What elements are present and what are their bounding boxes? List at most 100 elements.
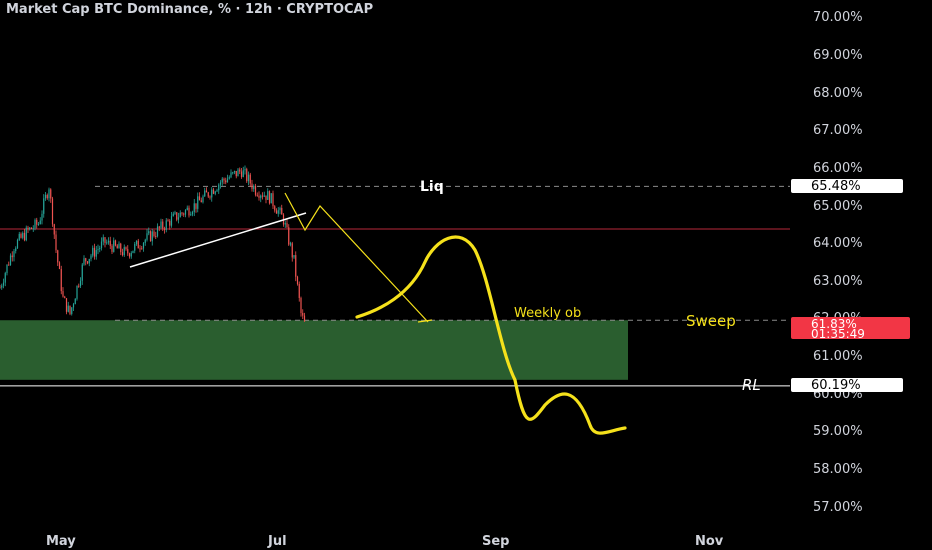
candle [174,210,176,215]
candle [11,251,13,262]
candle-body [58,262,61,270]
candle [95,245,97,260]
candle [30,227,33,230]
candle-body [34,219,36,229]
candle-body [249,174,251,184]
candle-body [268,191,271,204]
time-axis[interactable]: May Jul Sep Nov [46,534,724,549]
candle-body [48,189,50,199]
candle-body [18,233,20,240]
current-price-countdown: 01:35:49 [811,327,865,341]
candle [134,241,136,254]
candle-body [88,258,90,264]
candle-body [90,255,92,259]
y-tick: 61.00% [813,349,863,364]
candle [288,224,290,246]
candle-body [218,184,220,191]
candle [22,231,24,240]
candle [293,255,295,259]
candle [247,171,250,186]
candle [100,237,103,251]
candle-body [51,198,54,225]
candle [303,312,306,322]
weekly-ob-rect [0,320,628,380]
candle [121,248,124,257]
candle [78,283,80,288]
candle [256,192,258,197]
candle-body [232,172,234,174]
candle-body [251,183,253,190]
candle [228,175,230,180]
candle-body [267,191,269,200]
candle-body [184,210,187,215]
candle-body [155,235,157,237]
candle-body [111,245,113,252]
x-tick: Jul [267,534,287,549]
candle [268,190,271,205]
candle [142,241,145,252]
candle [46,193,48,200]
candle-body [242,170,244,177]
level-lines [0,185,790,387]
candle-body [25,227,27,241]
candle-body [279,207,281,211]
price-axis[interactable]: 70.00% 69.00% 68.00% 67.00% 66.00% 65.00… [813,10,863,515]
candle-body [156,226,159,237]
candle-body [207,192,209,197]
candle-body [127,249,129,254]
candle-body [62,291,64,297]
candle-body [67,305,69,312]
candle-body [198,196,201,201]
candle [51,196,54,227]
candle-body [284,223,286,225]
candle [128,252,131,259]
candle-body [228,177,230,179]
candle [212,187,215,195]
candle-body [286,223,288,228]
candle [149,230,152,242]
candle-body [69,305,71,314]
candle-body [246,169,248,182]
candle-body [50,189,52,199]
candle-body [172,213,174,217]
candle [123,244,125,257]
candle-body [99,248,101,250]
candle [92,245,94,258]
y-tick: 58.00% [813,462,863,477]
candle [41,210,43,225]
candle-body [277,210,279,214]
candle [191,210,194,217]
candle [197,192,199,213]
candle-body [44,194,47,199]
candle [267,188,269,200]
candle-body [183,213,185,215]
candle [240,167,243,179]
candle-body [118,243,120,249]
candle-body [130,253,132,257]
liq-price-tag-bg [791,179,903,193]
candle [57,249,59,266]
candle-body [177,217,180,220]
candle [162,219,164,232]
candle-body [113,240,115,252]
candle [127,245,129,256]
candle [13,248,15,262]
candle-body [102,237,104,242]
candle-body [193,203,195,213]
candle-body [46,194,48,199]
candle [286,219,288,229]
candle [37,222,40,226]
candle-body [219,182,222,185]
candle [216,188,218,192]
projection-drawings [129,192,627,435]
candle [90,253,92,262]
candle-body [20,233,22,238]
y-tick: 69.00% [813,48,863,63]
candle [106,239,108,245]
projection-tick [417,319,433,323]
candle [8,261,10,266]
candle-body [281,207,283,215]
candle [218,183,220,194]
candle [104,236,106,248]
